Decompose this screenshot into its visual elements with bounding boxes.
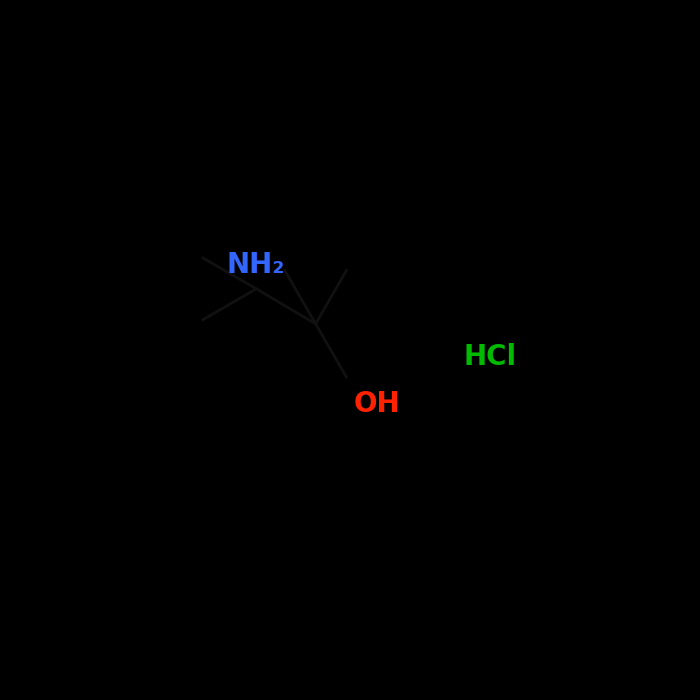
Text: OH: OH <box>354 390 400 418</box>
Text: HCl: HCl <box>464 343 517 371</box>
Text: NH₂: NH₂ <box>227 251 285 279</box>
